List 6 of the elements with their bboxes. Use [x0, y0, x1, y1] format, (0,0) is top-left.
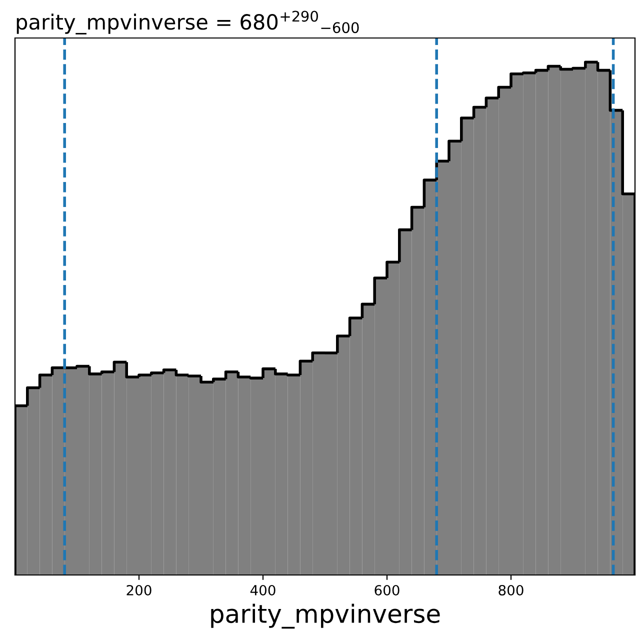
x-tick-label: 600 [374, 584, 400, 596]
x-tick-label: 200 [126, 584, 152, 596]
chart-title: parity_mpvinverse = 680$^{+290}$$_{−600}$ [16, 10, 359, 34]
x-axis-title: parity_mpvinverse [211, 604, 440, 629]
x-tick-label: 800 [498, 584, 524, 596]
x-tick-label: 400 [250, 584, 276, 596]
